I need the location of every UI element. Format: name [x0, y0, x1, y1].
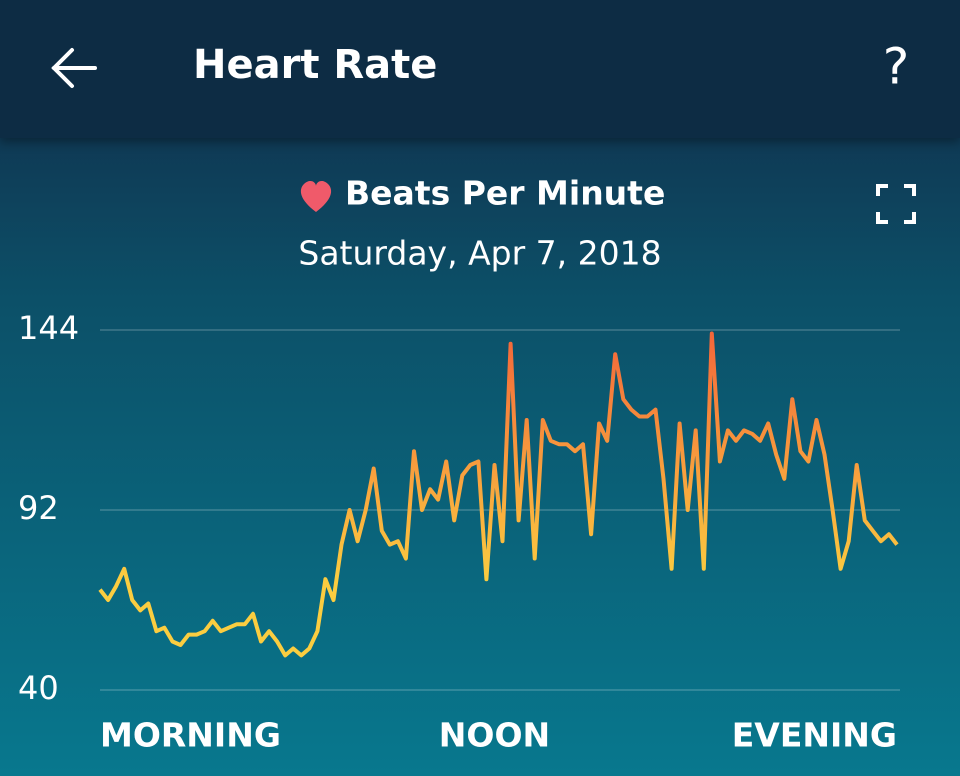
help-button[interactable]: ?: [883, 38, 910, 96]
heart-rate-line: [98, 331, 899, 658]
top-bar: [0, 0, 960, 138]
y-tick-label: 40: [18, 669, 59, 707]
x-tick-label: NOON: [439, 716, 550, 755]
fullscreen-button[interactable]: [876, 184, 916, 224]
chart-subtitle: Saturday, Apr 7, 2018: [298, 234, 661, 273]
x-tick-label: MORNING: [100, 716, 281, 755]
legend-label: Beats Per Minute: [345, 174, 665, 213]
y-tick-label: 92: [18, 489, 59, 527]
y-tick-label: 144: [18, 309, 79, 347]
heart-icon: [300, 180, 332, 212]
back-button[interactable]: [51, 48, 97, 88]
x-tick-label: EVENING: [732, 716, 897, 755]
screen-title: Heart Rate: [193, 42, 437, 88]
